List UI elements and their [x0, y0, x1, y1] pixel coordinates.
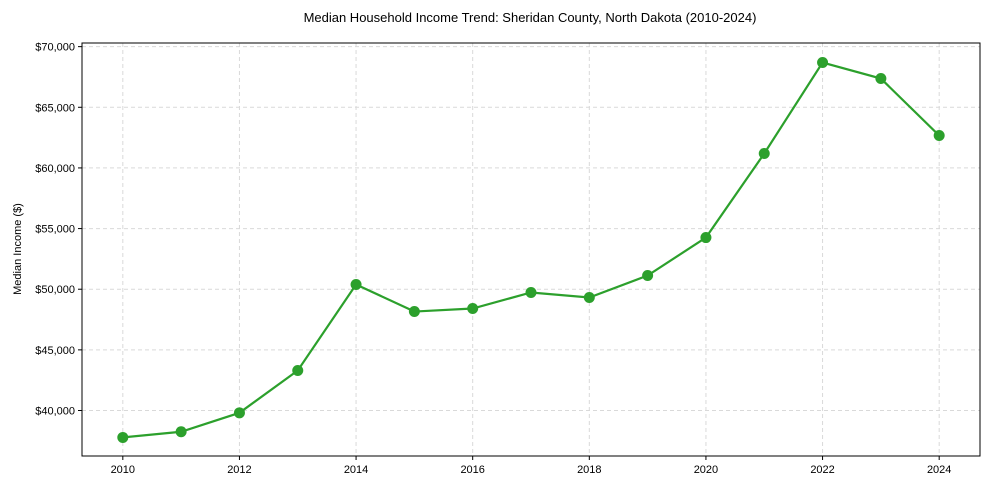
y-axis-label: Median Income ($) [12, 203, 24, 295]
series-line [122, 61, 940, 439]
data-point-2024 [933, 130, 945, 142]
data-point-2010 [117, 431, 129, 443]
x-tick-label: 2022 [810, 464, 834, 476]
y-tick-label: $55,000 [35, 224, 75, 236]
chart-title: Median Household Income Trend: Sheridan … [304, 10, 757, 25]
y-tick-label: $45,000 [35, 345, 75, 357]
data-point-2014 [350, 278, 362, 290]
data-point-2019 [642, 270, 654, 282]
data-point-2013 [292, 364, 304, 376]
data-point-2021 [758, 147, 770, 159]
data-point-2016 [467, 303, 479, 315]
y-tick-label: $70,000 [35, 42, 75, 54]
x-tick-label: 2018 [577, 464, 601, 476]
data-point-2018 [583, 291, 595, 303]
x-tick-label: 2020 [694, 464, 718, 476]
data-point-2023 [875, 73, 887, 85]
x-tick-label: 2010 [111, 464, 135, 476]
data-point-2012 [233, 407, 245, 419]
plot-frame [81, 42, 981, 457]
data-point-2020 [700, 232, 712, 244]
x-tick-label: 2014 [344, 464, 368, 476]
x-tick-label: 2024 [927, 464, 951, 476]
data-point-2022 [817, 57, 829, 69]
x-tick-label: 2016 [460, 464, 484, 476]
y-tick-label: $40,000 [35, 406, 75, 418]
y-tick-label: $50,000 [35, 284, 75, 296]
y-tick-label: $60,000 [35, 163, 75, 175]
data-point-2017 [525, 286, 537, 298]
data-point-2015 [408, 306, 420, 318]
y-tick-label: $65,000 [35, 102, 75, 114]
data-point-2011 [175, 426, 187, 438]
x-tick-label: 2012 [227, 464, 251, 476]
